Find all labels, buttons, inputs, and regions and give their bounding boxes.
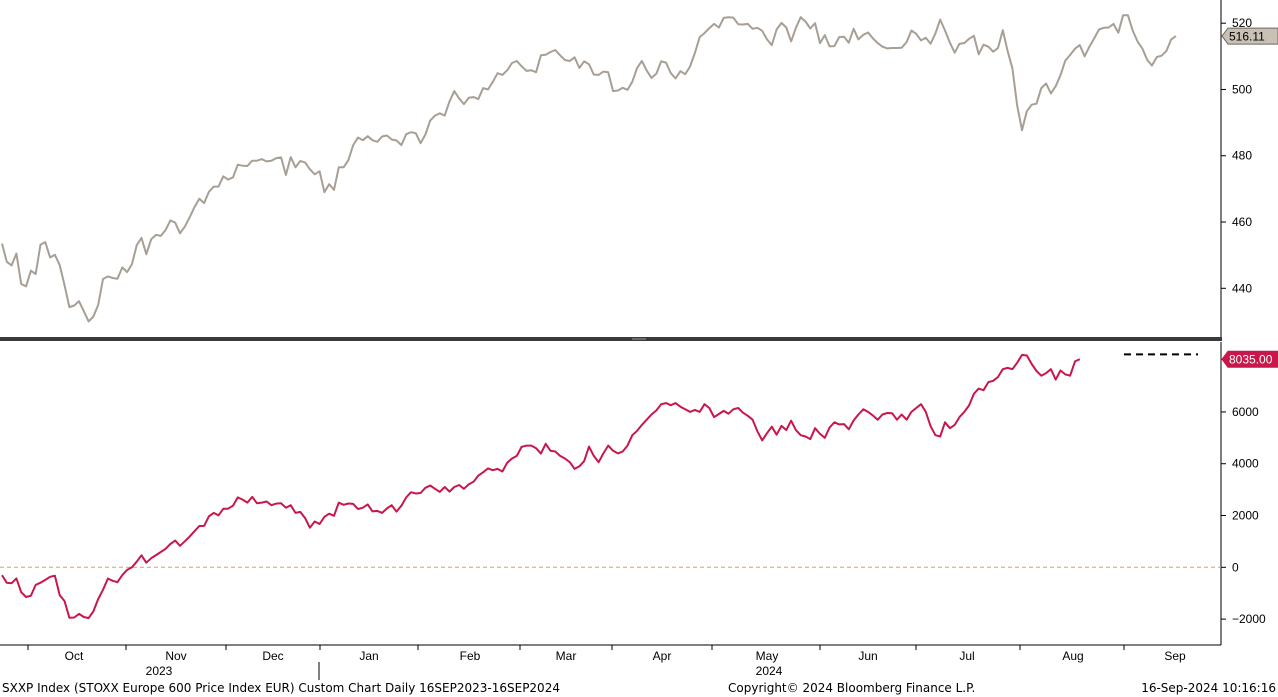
cumulative-panel: −2000 0 2000 4000 6000 8035.00 xyxy=(0,342,1278,645)
price-last-value-tag: 516.11 xyxy=(1221,27,1278,45)
x-tick-label: Jan xyxy=(359,649,378,663)
x-tick-label: Jun xyxy=(858,649,877,663)
price-last-value-label: 516.11 xyxy=(1229,30,1265,44)
cumulative-y-tick-label: 4000 xyxy=(1232,457,1259,471)
cumulative-y-tick-label: 6000 xyxy=(1232,405,1259,419)
x-tick-label: Aug xyxy=(1062,649,1083,663)
price-y-tick-label: 440 xyxy=(1232,281,1252,295)
price-y-tick-label: 500 xyxy=(1232,82,1252,96)
cumulative-last-value-tag: 8035.00 xyxy=(1221,350,1278,368)
x-tick-label: Oct xyxy=(65,649,84,663)
x-tick-label: Sep xyxy=(1164,649,1186,663)
price-series-line xyxy=(1,14,1177,323)
footer-copyright: Copyright© 2024 Bloomberg Finance L.P. xyxy=(728,681,976,695)
x-tick-label: Jul xyxy=(959,649,974,663)
panel-divider-bar[interactable] xyxy=(0,337,1222,341)
x-year-label: 2024 xyxy=(756,664,783,678)
x-year-label: 2023 xyxy=(146,664,173,678)
x-tick-label: Mar xyxy=(556,649,577,663)
price-y-tick-label: 520 xyxy=(1232,16,1252,30)
cumulative-last-value-badge xyxy=(1221,350,1278,368)
x-tick-label: May xyxy=(756,649,779,663)
cumulative-y-tick-label: −2000 xyxy=(1232,612,1266,626)
x-tick-label: Feb xyxy=(460,649,481,663)
price-y-tick-label: 460 xyxy=(1232,215,1252,229)
x-axis: Oct Nov Dec Jan Feb Mar Apr May Jun Jul Aug Sep 2023… xyxy=(0,644,1221,680)
cumulative-y-tick-label: 0 xyxy=(1232,560,1239,574)
footer-chart-description: SXXP Index (STOXX Europe 600 Price Index… xyxy=(2,681,560,695)
x-tick-label: Dec xyxy=(262,649,283,663)
x-tick-label: Apr xyxy=(653,649,672,663)
price-last-value-badge xyxy=(1221,27,1278,45)
cumulative-last-value-label: 8035.00 xyxy=(1229,353,1273,367)
footer-timestamp: 16-Sep-2024 10:16:16 xyxy=(1141,681,1276,695)
cumulative-series-line xyxy=(1,353,1081,620)
cumulative-y-tick-label: 2000 xyxy=(1232,509,1259,523)
panel-divider[interactable] xyxy=(0,337,1222,341)
price-y-tick-label: 480 xyxy=(1232,149,1252,163)
x-tick-label: Nov xyxy=(165,649,186,663)
